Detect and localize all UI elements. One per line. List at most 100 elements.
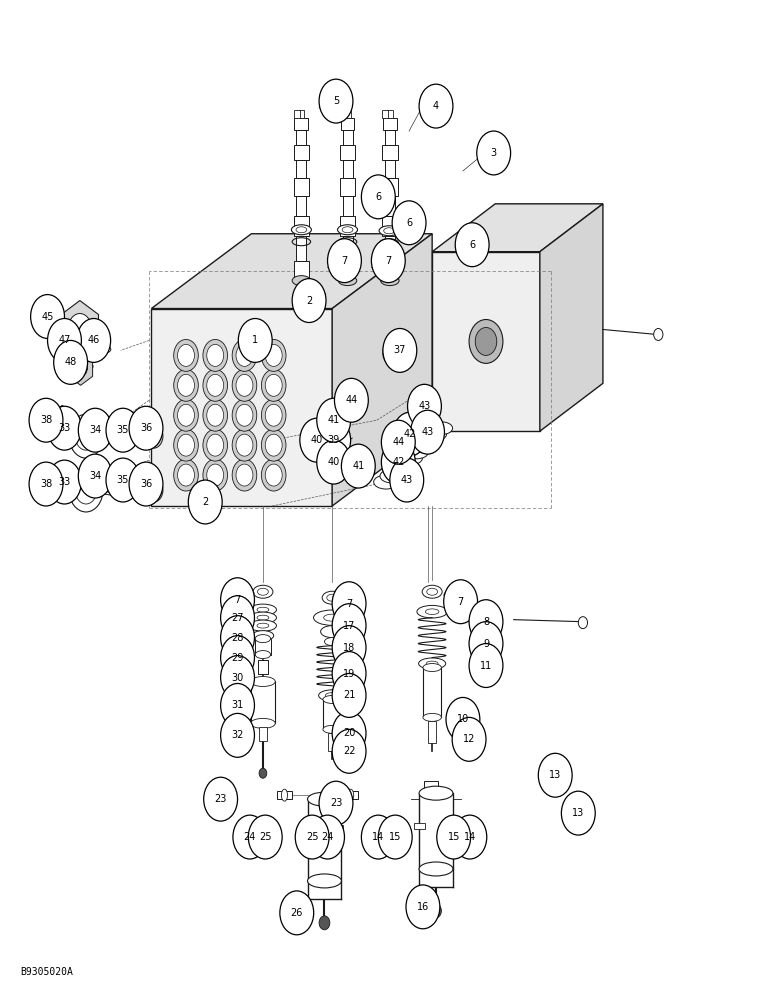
Ellipse shape bbox=[123, 485, 144, 495]
Circle shape bbox=[48, 319, 81, 362]
Ellipse shape bbox=[380, 469, 405, 483]
Text: 42: 42 bbox=[404, 429, 416, 439]
Polygon shape bbox=[52, 465, 73, 497]
Ellipse shape bbox=[337, 225, 357, 235]
Circle shape bbox=[332, 604, 366, 648]
Ellipse shape bbox=[319, 690, 346, 701]
Circle shape bbox=[221, 616, 255, 660]
Bar bbox=[415, 823, 425, 829]
Ellipse shape bbox=[418, 434, 441, 447]
Circle shape bbox=[332, 582, 366, 626]
Text: 43: 43 bbox=[418, 401, 431, 411]
Bar bbox=[385, 236, 394, 261]
Text: 38: 38 bbox=[40, 415, 52, 425]
Polygon shape bbox=[432, 204, 603, 252]
Ellipse shape bbox=[307, 874, 341, 888]
Circle shape bbox=[221, 636, 255, 680]
Circle shape bbox=[452, 717, 486, 761]
Circle shape bbox=[381, 420, 415, 464]
Ellipse shape bbox=[258, 588, 269, 595]
Ellipse shape bbox=[95, 347, 105, 352]
Polygon shape bbox=[61, 301, 99, 356]
Circle shape bbox=[334, 378, 368, 422]
Circle shape bbox=[361, 175, 395, 219]
Text: 42: 42 bbox=[392, 457, 405, 467]
Circle shape bbox=[207, 434, 224, 456]
Circle shape bbox=[301, 296, 309, 306]
Circle shape bbox=[469, 600, 503, 644]
Ellipse shape bbox=[313, 610, 350, 625]
Circle shape bbox=[178, 404, 195, 426]
Ellipse shape bbox=[341, 257, 354, 265]
Circle shape bbox=[236, 434, 253, 456]
Bar bbox=[340, 216, 355, 236]
Text: 10: 10 bbox=[457, 714, 469, 724]
Bar bbox=[301, 825, 312, 831]
Ellipse shape bbox=[100, 485, 124, 495]
Text: 45: 45 bbox=[42, 312, 54, 322]
Text: 32: 32 bbox=[232, 730, 244, 740]
Ellipse shape bbox=[257, 615, 269, 620]
Text: 23: 23 bbox=[215, 794, 227, 804]
Bar bbox=[382, 216, 398, 236]
Circle shape bbox=[78, 408, 112, 452]
Text: 30: 30 bbox=[232, 673, 244, 683]
Text: 2: 2 bbox=[202, 497, 208, 507]
Bar bbox=[387, 110, 393, 118]
Ellipse shape bbox=[296, 227, 306, 233]
Ellipse shape bbox=[89, 345, 111, 354]
Circle shape bbox=[207, 404, 224, 426]
Text: B9305020A: B9305020A bbox=[21, 967, 73, 977]
Ellipse shape bbox=[379, 226, 399, 236]
Circle shape bbox=[266, 464, 282, 486]
Circle shape bbox=[232, 399, 257, 431]
Circle shape bbox=[188, 480, 222, 524]
Ellipse shape bbox=[256, 635, 271, 643]
Circle shape bbox=[148, 429, 159, 443]
Text: 20: 20 bbox=[343, 728, 355, 738]
Circle shape bbox=[129, 406, 163, 450]
Circle shape bbox=[654, 328, 663, 340]
Circle shape bbox=[383, 338, 405, 366]
Circle shape bbox=[221, 713, 255, 757]
Circle shape bbox=[207, 344, 224, 366]
Ellipse shape bbox=[123, 432, 144, 441]
Bar bbox=[296, 236, 306, 261]
Text: 41: 41 bbox=[327, 415, 340, 425]
Polygon shape bbox=[432, 252, 540, 431]
Bar bbox=[296, 160, 306, 178]
Ellipse shape bbox=[322, 591, 342, 604]
Circle shape bbox=[236, 464, 253, 486]
Text: 13: 13 bbox=[572, 808, 584, 818]
Ellipse shape bbox=[249, 620, 276, 631]
Text: 31: 31 bbox=[232, 700, 244, 710]
Text: 27: 27 bbox=[232, 613, 244, 623]
Ellipse shape bbox=[64, 339, 85, 353]
Circle shape bbox=[178, 434, 195, 456]
Ellipse shape bbox=[374, 475, 398, 489]
Text: 35: 35 bbox=[117, 475, 129, 485]
Bar bbox=[382, 110, 388, 118]
Ellipse shape bbox=[347, 789, 354, 801]
Circle shape bbox=[203, 369, 228, 401]
Ellipse shape bbox=[307, 792, 341, 806]
Circle shape bbox=[561, 791, 595, 835]
Circle shape bbox=[78, 454, 112, 498]
Circle shape bbox=[75, 476, 96, 504]
Bar bbox=[343, 791, 358, 799]
Circle shape bbox=[332, 729, 366, 773]
Text: 36: 36 bbox=[140, 479, 152, 489]
Circle shape bbox=[319, 916, 330, 930]
Text: 34: 34 bbox=[89, 425, 101, 435]
Circle shape bbox=[236, 344, 253, 366]
Text: 26: 26 bbox=[290, 908, 303, 918]
Circle shape bbox=[446, 697, 480, 741]
Ellipse shape bbox=[338, 276, 357, 286]
Text: 33: 33 bbox=[59, 423, 70, 433]
Polygon shape bbox=[69, 349, 93, 385]
Bar bbox=[340, 110, 346, 118]
Ellipse shape bbox=[292, 276, 310, 286]
Polygon shape bbox=[332, 234, 432, 506]
Text: 44: 44 bbox=[345, 395, 357, 405]
Circle shape bbox=[361, 815, 395, 859]
